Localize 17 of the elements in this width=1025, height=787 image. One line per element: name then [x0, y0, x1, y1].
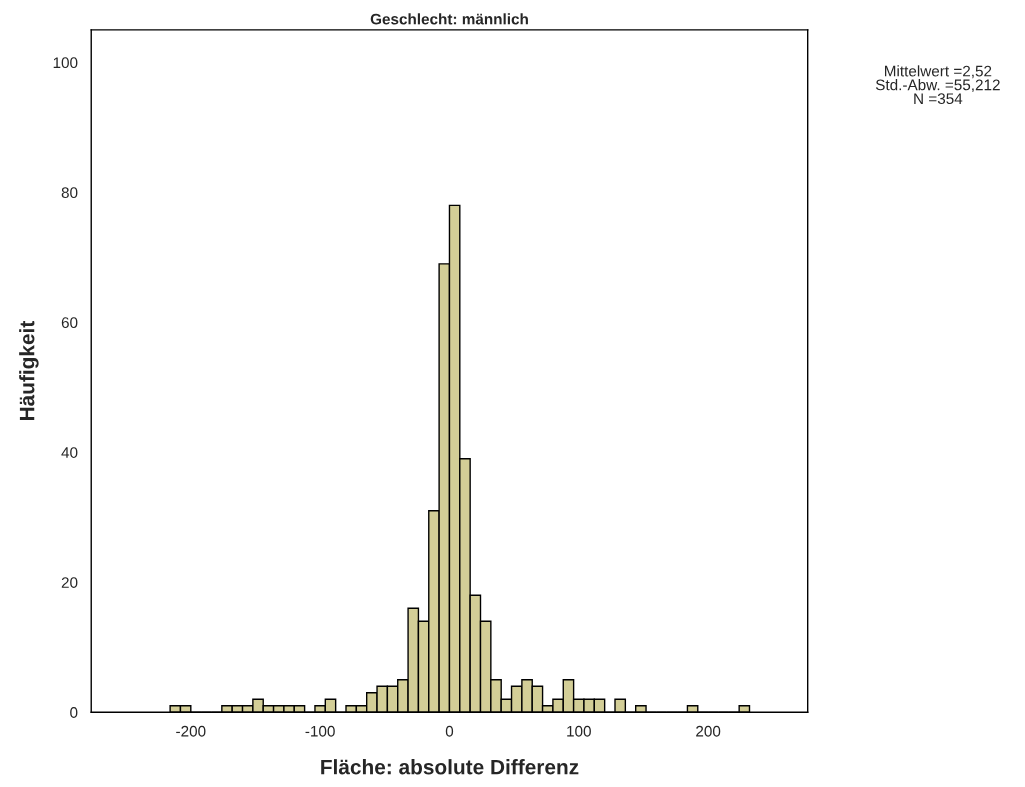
y-tick-label: 40 — [61, 447, 78, 458]
y-tick-label: 60 — [61, 317, 78, 329]
text: Mittelwert =2,52 — [885, 65, 992, 79]
x-tick-label: -100 — [305, 725, 335, 737]
text: N =354 — [914, 93, 963, 105]
chart-title: Geschlecht: männlich — [370, 13, 528, 25]
x-tick-label: 100 — [567, 725, 591, 737]
y-tick-label: 80 — [61, 187, 78, 199]
text: Std.-Abw. =55,212 — [875, 79, 1000, 93]
x-tick-label: 200 — [696, 725, 721, 737]
x-tick-label: -200 — [176, 725, 206, 737]
x-axis-title: Fläche: absolute Differenz — [321, 759, 579, 775]
y-tick-label: 100 — [53, 57, 78, 69]
y-axis-title: Häufigkeit — [19, 320, 39, 421]
y-tick-label: 0 — [70, 707, 78, 718]
y-tick-label: 20 — [61, 577, 78, 588]
x-tick-label: 0 — [445, 725, 454, 737]
